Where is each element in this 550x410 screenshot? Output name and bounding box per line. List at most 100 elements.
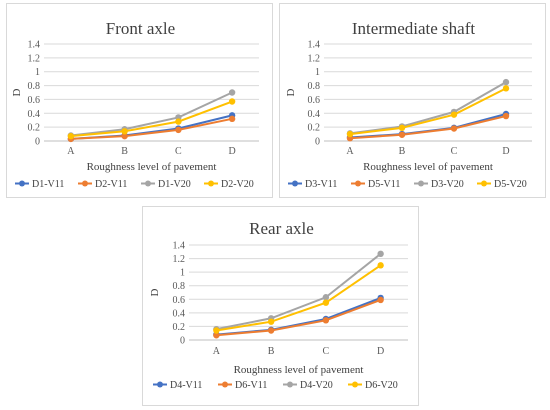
- y-tick-label: 1: [315, 67, 320, 78]
- data-point-d6-v20: [322, 299, 330, 306]
- legend-swatch-marker: [82, 180, 88, 187]
- data-point-d2-v20: [121, 128, 128, 135]
- legend-label: D2-V11: [95, 179, 127, 190]
- y-tick-label: 0.6: [173, 295, 186, 306]
- data-point-d5-v11: [398, 131, 406, 138]
- data-point-d5-v11: [450, 125, 458, 132]
- y-tick-label: 0: [315, 137, 320, 148]
- legend-label: D5-V11: [368, 179, 400, 190]
- x-tick-label: D: [377, 346, 384, 357]
- x-tick-label: A: [67, 146, 75, 157]
- y-tick-label: 0.4: [308, 109, 321, 120]
- series-line-d4-v11: [216, 296, 381, 336]
- data-point-d1-v20: [228, 89, 236, 96]
- data-point-d6-v11: [377, 296, 384, 304]
- legend-swatch-marker: [292, 180, 298, 187]
- legend-swatch-marker: [481, 180, 487, 187]
- x-axis-label: Roughness level of pavement: [87, 161, 217, 173]
- data-point-d6-v20: [267, 318, 275, 325]
- legend-label: D6-V20: [365, 380, 398, 391]
- legend-swatch-marker: [352, 381, 358, 388]
- y-tick-label: 1.2: [308, 53, 321, 64]
- rear-axle-chart: Rear axle 0 0.2 0.4 0.6 0.8 1 1.2 1.4 A B C D Roughne…: [149, 219, 408, 391]
- data-point-d2-v11: [175, 126, 182, 134]
- x-tick-label: A: [213, 346, 221, 357]
- x-axis-label: Roughness level of pavement: [234, 364, 364, 376]
- data-point-d2-v20: [67, 132, 75, 140]
- y-axis-label: D: [149, 288, 161, 296]
- data-point-d2-v20: [228, 98, 236, 105]
- data-point-d6-v11: [322, 317, 330, 324]
- front-axle-chart: Front axle 0 0.2 0.4 0.6 0.8 1 1.2 1.4 A B C D Roughn…: [11, 19, 259, 190]
- series-line-d6-v20: [216, 264, 382, 332]
- x-tick-label: B: [121, 146, 128, 157]
- y-tick-label: 0.8: [173, 281, 186, 292]
- legend-label: D1-V11: [32, 179, 64, 190]
- chart-title: Front axle: [106, 19, 175, 38]
- data-point-d5-v20: [398, 124, 406, 132]
- y-tick-label: 0: [35, 137, 40, 148]
- y-axis-label: D: [11, 88, 23, 96]
- legend-swatch-marker: [287, 381, 293, 388]
- series-line-d4-v20: [216, 253, 382, 331]
- data-point-d2-v11: [228, 115, 236, 123]
- y-tick-label: 1.4: [28, 40, 41, 51]
- x-tick-label: C: [451, 146, 458, 157]
- series-line-d5-v11: [349, 115, 507, 140]
- series-line-d2-v11: [70, 117, 233, 140]
- series-line-d5-v20: [349, 87, 507, 136]
- y-tick-label: 1: [35, 67, 40, 78]
- data-point-d6-v20: [213, 327, 220, 334]
- legend-label: D3-V20: [431, 179, 464, 190]
- y-tick-label: 0.6: [308, 95, 321, 106]
- data-point-d5-v20: [450, 111, 458, 118]
- data-point-d6-v20: [377, 262, 384, 269]
- y-tick-label: 1.2: [28, 53, 41, 64]
- legend-swatch-marker: [157, 381, 163, 388]
- legend-swatch-marker: [145, 180, 151, 187]
- x-axis-label: Roughness level of pavement: [363, 161, 493, 173]
- y-tick-label: 0.4: [28, 109, 41, 120]
- data-point-d2-v11: [121, 132, 128, 140]
- data-point-d4-v20: [377, 250, 384, 258]
- x-tick-label: C: [323, 346, 330, 357]
- data-point-d3-v20: [502, 78, 510, 86]
- y-tick-label: 0.8: [308, 81, 321, 92]
- x-tick-label: B: [268, 346, 275, 357]
- legend-label: D3-V11: [305, 179, 337, 190]
- y-axis-label: D: [285, 88, 297, 96]
- legend-label: D2-V20: [221, 179, 254, 190]
- y-tick-label: 1.4: [308, 40, 321, 51]
- legend-swatch-marker: [418, 180, 424, 187]
- series-line-d2-v20: [70, 100, 233, 138]
- legend-label: D4-V20: [300, 380, 333, 391]
- chart-title: Intermediate shaft: [352, 19, 475, 38]
- legend-swatch-marker: [19, 180, 25, 187]
- x-tick-label: D: [502, 146, 509, 157]
- y-tick-label: 0.2: [173, 322, 186, 333]
- legend-swatch-marker: [222, 381, 228, 388]
- intermediate-shaft-chart: Intermediate shaft 0 0.2 0.4 0.6 0.8 1 1.2 1.4 A B…: [285, 19, 532, 190]
- data-point-d6-v11: [267, 327, 275, 334]
- data-point-d4-v20: [322, 294, 330, 301]
- legend-swatch-marker: [355, 180, 361, 187]
- series-line-d1-v20: [70, 91, 233, 137]
- data-point-d5-v11: [502, 112, 510, 120]
- y-tick-label: 0: [180, 336, 185, 347]
- chart-panel-rear-axle: Rear axle 0 0.2 0.4 0.6 0.8 1 1.2 1.4 A B C D Roughne…: [142, 206, 419, 406]
- data-point-d5-v20: [502, 85, 510, 92]
- x-tick-label: B: [399, 146, 406, 157]
- legend-label: D1-V20: [158, 179, 191, 190]
- data-point-d5-v20: [346, 130, 354, 138]
- y-tick-label: 0.2: [308, 123, 321, 134]
- legend-label: D6-V11: [235, 380, 267, 391]
- legend-label: D4-V11: [170, 380, 202, 391]
- series-line-d3-v11: [349, 113, 507, 139]
- data-point-d6-v11: [213, 332, 220, 339]
- y-tick-label: 1.4: [173, 241, 186, 252]
- y-tick-label: 0.6: [28, 95, 41, 106]
- chart-panel-intermediate-shaft: Intermediate shaft 0 0.2 0.4 0.6 0.8 1 1.2 1.4 A B…: [279, 3, 546, 198]
- y-tick-label: 1: [180, 268, 185, 279]
- chart-title: Rear axle: [249, 219, 314, 238]
- y-tick-label: 0.2: [28, 123, 41, 134]
